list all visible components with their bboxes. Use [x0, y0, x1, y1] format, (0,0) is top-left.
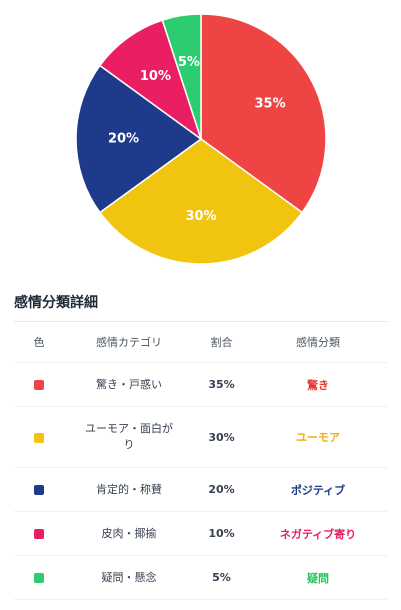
color-cell	[14, 362, 64, 407]
header-category: 感情カテゴリ	[64, 322, 194, 363]
emotion-detail-table: 色 感情カテゴリ 割合 感情分類 驚き・戸惑い 35% 驚き ユーモア・面白がり…	[14, 322, 387, 600]
section-title: 感情分類詳細	[14, 295, 98, 311]
ratio-cell: 5%	[194, 555, 249, 600]
pie-slice	[98, 138, 304, 265]
classification-cell: ユーモア	[249, 406, 387, 468]
color-cell	[14, 555, 64, 600]
color-swatch	[34, 573, 44, 583]
classification-cell: 疑問	[249, 555, 387, 600]
category-text: ユーモア・面白がり	[85, 422, 173, 451]
pie-slice	[75, 64, 203, 214]
pie-slice	[98, 19, 203, 141]
header-classification: 感情分類	[249, 322, 387, 363]
ratio-cell: 35%	[194, 362, 249, 407]
pie-slice	[200, 13, 327, 214]
color-cell	[14, 511, 64, 556]
category-text: 皮肉・揶揄	[101, 526, 157, 540]
pie-slice	[161, 13, 202, 140]
classification-cell: 驚き	[249, 362, 387, 407]
category-cell: 驚き・戸惑い	[64, 362, 194, 407]
color-cell	[14, 467, 64, 512]
classification-cell: ネガティブ寄り	[249, 511, 387, 556]
header-color: 色	[14, 322, 64, 363]
table-row: ユーモア・面白がり 30% ユーモア	[14, 406, 387, 468]
pie-slice-label: 5%	[178, 55, 200, 70]
color-swatch	[34, 529, 44, 539]
color-cell	[14, 406, 64, 468]
category-text: 疑問・懸念	[101, 570, 157, 584]
category-text: 驚き・戸惑い	[96, 377, 162, 391]
header-ratio: 割合	[194, 322, 249, 363]
pie-slice-label: 30%	[185, 209, 216, 224]
category-cell: ユーモア・面白がり	[64, 406, 194, 468]
table-row: 驚き・戸惑い 35% 驚き	[14, 362, 387, 407]
table-row: 疑問・懸念 5% 疑問	[14, 555, 387, 600]
pie-slice-label: 35%	[254, 96, 285, 111]
emotion-pie-chart: 35% 30% 20% 10% 5%	[75, 13, 327, 265]
category-text: 肯定的・称賛	[96, 482, 162, 496]
table-header-row: 色 感情カテゴリ 割合 感情分類	[14, 322, 387, 363]
ratio-cell: 10%	[194, 511, 249, 556]
pie-slice-label: 10%	[140, 69, 171, 84]
category-cell: 疑問・懸念	[64, 555, 194, 600]
category-cell: 肯定的・称賛	[64, 467, 194, 512]
table-row: 皮肉・揶揄 10% ネガティブ寄り	[14, 511, 387, 556]
classification-cell: ポジティブ	[249, 467, 387, 512]
category-cell: 皮肉・揶揄	[64, 511, 194, 556]
color-swatch	[34, 485, 44, 495]
color-swatch	[34, 432, 44, 443]
table-row: 肯定的・称賛 20% ポジティブ	[14, 467, 387, 512]
pie-slice-label: 20%	[108, 132, 139, 147]
ratio-cell: 20%	[194, 467, 249, 512]
title-divider	[14, 321, 387, 322]
color-swatch	[34, 380, 44, 390]
ratio-cell: 30%	[194, 406, 249, 468]
